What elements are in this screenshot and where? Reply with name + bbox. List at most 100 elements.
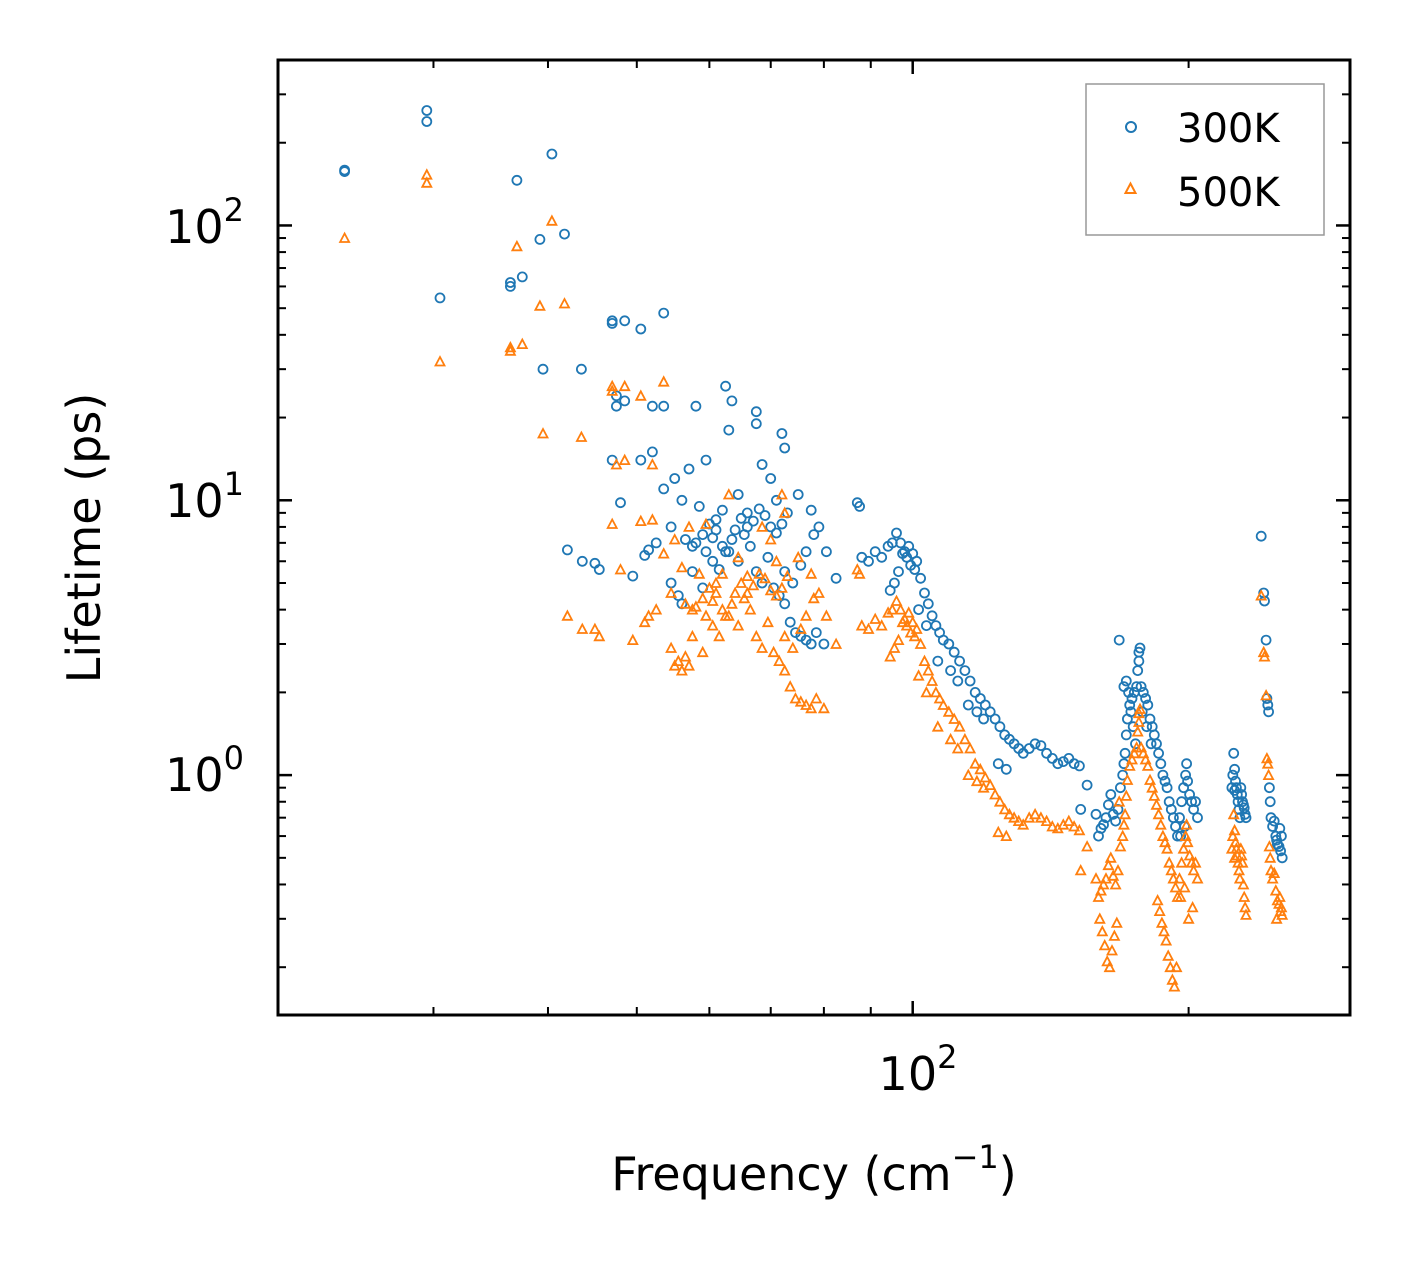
point-300K-111 <box>700 546 712 558</box>
point-500K-97 <box>764 583 777 596</box>
point-300K-97 <box>717 540 728 552</box>
point-300K-13 <box>576 363 587 375</box>
legend-label-300k: 300K <box>1177 106 1281 152</box>
point-300K-58 <box>792 489 804 500</box>
point-300K-279 <box>1274 823 1286 834</box>
point-500K-180 <box>1104 851 1117 863</box>
point-300K-135 <box>919 587 930 599</box>
point-300K-215 <box>1161 782 1173 794</box>
point-300K-29 <box>720 380 731 392</box>
point-300K-35 <box>627 570 639 582</box>
point-500K-227 <box>1155 916 1168 928</box>
point-500K-143 <box>979 771 992 783</box>
point-500K-14 <box>576 622 589 634</box>
point-300K-44 <box>676 494 688 506</box>
point-500K-42 <box>722 488 735 500</box>
point-300K-101 <box>741 507 753 519</box>
point-300K-54 <box>765 473 777 484</box>
point-500K-10 <box>558 297 571 309</box>
point-300K-4 <box>434 292 446 304</box>
point-500K-136 <box>942 705 955 717</box>
point-300K-87 <box>818 638 830 650</box>
point-500K-74 <box>789 692 802 704</box>
point-300K-230 <box>1145 738 1157 750</box>
point-500K-26 <box>614 563 627 575</box>
point-300K-166 <box>1074 760 1085 772</box>
point-500K-29 <box>638 615 651 628</box>
point-500K-21 <box>657 375 670 387</box>
point-500K-271 <box>1260 688 1273 701</box>
point-300K-110 <box>687 540 698 552</box>
point-300K-89 <box>787 577 799 589</box>
point-500K-78 <box>810 692 823 704</box>
point-500K-25 <box>606 517 619 529</box>
point-300K-25 <box>619 395 631 407</box>
point-500K-3 <box>434 355 446 367</box>
point-500K-111 <box>862 622 875 634</box>
point-500K-164 <box>962 768 975 780</box>
point-500K-69 <box>761 615 774 628</box>
point-500K-51 <box>805 567 818 579</box>
point-500K-131 <box>922 664 935 676</box>
point-500K-278 <box>1266 872 1279 884</box>
point-500K-122 <box>914 637 927 649</box>
point-300K-70 <box>720 546 731 558</box>
point-500K-31 <box>646 513 659 525</box>
point-500K-120 <box>906 615 919 628</box>
point-300K-235 <box>1181 758 1192 770</box>
point-300K-60 <box>813 521 825 533</box>
point-500K-73 <box>784 680 797 692</box>
point-500K-52 <box>812 586 825 598</box>
point-500K-267 <box>1228 851 1241 863</box>
point-300K-26 <box>647 400 658 412</box>
point-300K-223 <box>1120 675 1132 687</box>
point-500K-209 <box>1159 835 1171 848</box>
point-300K-254 <box>1235 782 1247 794</box>
point-500K-269 <box>1257 645 1270 658</box>
point-500K-175 <box>1092 890 1105 902</box>
point-300K-24 <box>611 400 622 412</box>
point-300K-240 <box>1190 796 1201 808</box>
point-500K-72 <box>778 664 791 676</box>
point-300K-91 <box>800 546 812 558</box>
point-500K-126 <box>896 615 909 628</box>
point-300K-73 <box>738 529 750 540</box>
point-500K-259 <box>1233 872 1246 884</box>
point-300K-195 <box>1124 699 1136 711</box>
point-300K-80 <box>779 598 791 610</box>
point-500K-133 <box>929 685 942 698</box>
point-300K-100 <box>735 512 747 524</box>
point-500K-83 <box>800 609 813 621</box>
point-500K-156 <box>1046 820 1059 832</box>
point-500K-170 <box>912 669 925 681</box>
point-300K-145 <box>964 675 976 687</box>
point-500K-172 <box>1074 863 1087 876</box>
point-500K-63 <box>725 597 738 609</box>
point-500K-44 <box>741 586 754 598</box>
point-500K-77 <box>805 701 818 714</box>
point-500K-253 <box>1228 823 1241 836</box>
point-500K-36 <box>675 560 688 573</box>
point-500K-280 <box>1269 884 1282 896</box>
point-500K-135 <box>937 698 950 710</box>
point-500K-93 <box>741 569 754 581</box>
point-500K-33 <box>657 547 670 559</box>
point-300K-10 <box>546 148 558 160</box>
point-500K-49 <box>778 506 791 518</box>
point-500K-153 <box>1029 807 1042 820</box>
point-500K-176 <box>1095 884 1107 896</box>
point-500K-243 <box>1187 863 1200 876</box>
point-500K-245 <box>1191 872 1204 884</box>
point-300K-141 <box>943 638 955 650</box>
point-300K-202 <box>1133 655 1145 667</box>
point-500K-23 <box>618 453 631 465</box>
point-300K-5 <box>504 277 516 288</box>
point-500K-46 <box>764 533 777 545</box>
point-300K-273 <box>1268 815 1280 827</box>
point-500K-24 <box>646 458 659 470</box>
point-500K-28 <box>634 514 647 526</box>
point-500K-234 <box>1170 960 1183 973</box>
point-300K-167 <box>992 758 1004 770</box>
point-300K-179 <box>1090 808 1102 820</box>
point-500K-105 <box>668 659 681 671</box>
